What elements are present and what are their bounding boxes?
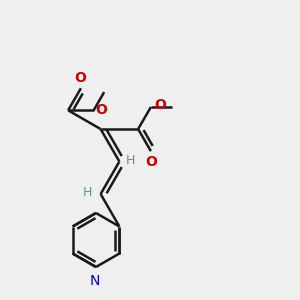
Text: O: O	[74, 70, 86, 85]
Text: H: H	[125, 154, 135, 166]
Text: O: O	[146, 155, 158, 169]
Text: N: N	[89, 274, 100, 288]
Text: O: O	[154, 98, 166, 112]
Text: O: O	[95, 103, 107, 117]
Text: H: H	[82, 186, 92, 199]
